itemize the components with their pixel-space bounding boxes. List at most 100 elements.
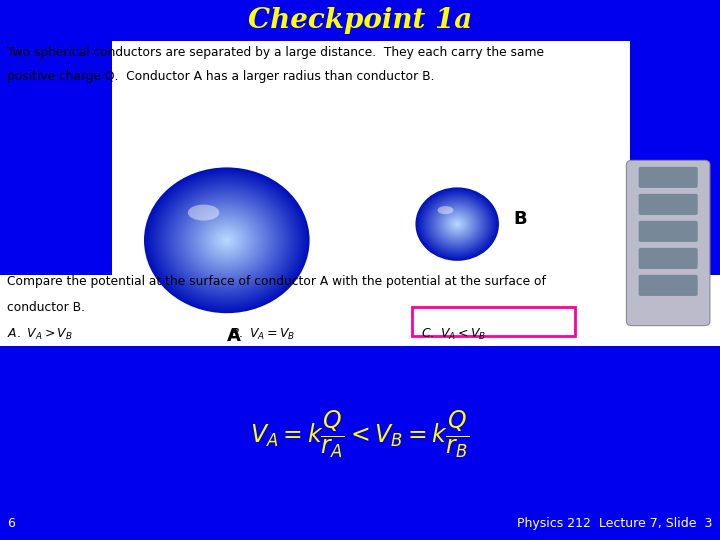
Ellipse shape: [444, 212, 471, 236]
Ellipse shape: [210, 226, 243, 255]
Ellipse shape: [418, 189, 497, 259]
Ellipse shape: [146, 169, 307, 312]
Ellipse shape: [225, 239, 229, 242]
Ellipse shape: [161, 182, 293, 299]
Ellipse shape: [423, 194, 492, 254]
Ellipse shape: [198, 215, 256, 266]
Ellipse shape: [171, 191, 283, 289]
Text: $\mathit{B.}\ V_A = V_B$: $\mathit{B.}\ V_A = V_B$: [230, 327, 296, 342]
Ellipse shape: [443, 211, 472, 237]
Ellipse shape: [220, 235, 233, 246]
Ellipse shape: [430, 200, 485, 248]
Bar: [630, 40, 720, 343]
Ellipse shape: [438, 207, 476, 241]
Ellipse shape: [438, 206, 454, 214]
Ellipse shape: [441, 210, 474, 239]
Ellipse shape: [446, 214, 469, 234]
Ellipse shape: [429, 199, 485, 249]
Ellipse shape: [424, 195, 490, 253]
Ellipse shape: [455, 222, 459, 226]
Ellipse shape: [154, 177, 300, 304]
Bar: [0, 0, 720, 343]
Text: Checkpoint 1a: Checkpoint 1a: [248, 6, 472, 33]
Text: conductor B.: conductor B.: [7, 301, 85, 314]
Ellipse shape: [222, 237, 231, 244]
Ellipse shape: [449, 217, 466, 232]
Ellipse shape: [158, 180, 295, 300]
Ellipse shape: [439, 208, 475, 240]
Ellipse shape: [436, 205, 479, 244]
Ellipse shape: [148, 171, 305, 309]
Ellipse shape: [192, 210, 262, 271]
Ellipse shape: [217, 231, 237, 249]
Ellipse shape: [202, 218, 252, 262]
Ellipse shape: [446, 215, 468, 233]
Ellipse shape: [184, 202, 270, 279]
Bar: [0, 0, 720, 40]
Ellipse shape: [204, 220, 250, 260]
Ellipse shape: [426, 197, 488, 252]
Ellipse shape: [179, 198, 274, 282]
Ellipse shape: [177, 197, 276, 284]
Ellipse shape: [436, 206, 478, 242]
Bar: [0, 40, 112, 343]
Ellipse shape: [150, 173, 303, 308]
Text: Two spherical conductors are separated by a large distance.  They each carry the: Two spherical conductors are separated b…: [7, 46, 544, 59]
Text: positive charge Q.  Conductor A has a larger radius than conductor B.: positive charge Q. Conductor A has a lar…: [7, 70, 435, 83]
Ellipse shape: [415, 187, 499, 261]
Ellipse shape: [212, 227, 241, 253]
Ellipse shape: [454, 221, 460, 227]
Ellipse shape: [167, 187, 287, 293]
FancyBboxPatch shape: [639, 221, 698, 242]
Ellipse shape: [437, 207, 477, 241]
Ellipse shape: [165, 186, 289, 295]
Ellipse shape: [428, 198, 487, 250]
Ellipse shape: [187, 206, 266, 275]
Ellipse shape: [189, 207, 264, 273]
Ellipse shape: [427, 198, 487, 251]
Ellipse shape: [420, 192, 494, 256]
Ellipse shape: [173, 193, 281, 288]
FancyBboxPatch shape: [639, 275, 698, 296]
Ellipse shape: [453, 220, 462, 228]
Text: 6: 6: [7, 517, 15, 530]
Ellipse shape: [445, 213, 469, 235]
Ellipse shape: [156, 178, 297, 302]
Text: B: B: [513, 210, 527, 228]
FancyBboxPatch shape: [412, 307, 575, 336]
FancyBboxPatch shape: [639, 248, 698, 269]
Ellipse shape: [185, 204, 268, 276]
Text: Physics 212  Lecture 7, Slide  3: Physics 212 Lecture 7, Slide 3: [518, 517, 713, 530]
FancyBboxPatch shape: [626, 160, 710, 326]
Ellipse shape: [200, 217, 253, 264]
Bar: [0, 275, 720, 346]
Ellipse shape: [425, 195, 490, 253]
Ellipse shape: [215, 230, 239, 251]
FancyBboxPatch shape: [639, 194, 698, 215]
Ellipse shape: [450, 218, 464, 231]
Ellipse shape: [163, 184, 291, 297]
Ellipse shape: [175, 195, 279, 286]
Ellipse shape: [144, 167, 310, 313]
Ellipse shape: [452, 220, 462, 229]
Ellipse shape: [219, 233, 235, 247]
Ellipse shape: [441, 211, 473, 238]
Ellipse shape: [432, 202, 482, 246]
Ellipse shape: [420, 191, 495, 257]
Ellipse shape: [416, 188, 498, 260]
Ellipse shape: [196, 213, 258, 268]
Ellipse shape: [418, 190, 496, 258]
Ellipse shape: [451, 219, 464, 230]
Text: $V_A = k\dfrac{Q}{r_A} < V_B = k\dfrac{Q}{r_B}$: $V_A = k\dfrac{Q}{r_A} < V_B = k\dfrac{Q…: [251, 409, 469, 460]
Ellipse shape: [153, 174, 302, 306]
Text: $\mathit{C.}\ V_A < V_B$: $\mathit{C.}\ V_A < V_B$: [421, 327, 487, 342]
Ellipse shape: [206, 222, 248, 259]
Ellipse shape: [181, 200, 272, 280]
Ellipse shape: [168, 189, 285, 291]
Ellipse shape: [422, 193, 492, 255]
Text: A: A: [227, 327, 241, 345]
Ellipse shape: [433, 203, 481, 245]
FancyBboxPatch shape: [639, 167, 698, 188]
Ellipse shape: [188, 205, 220, 221]
Ellipse shape: [434, 204, 480, 244]
